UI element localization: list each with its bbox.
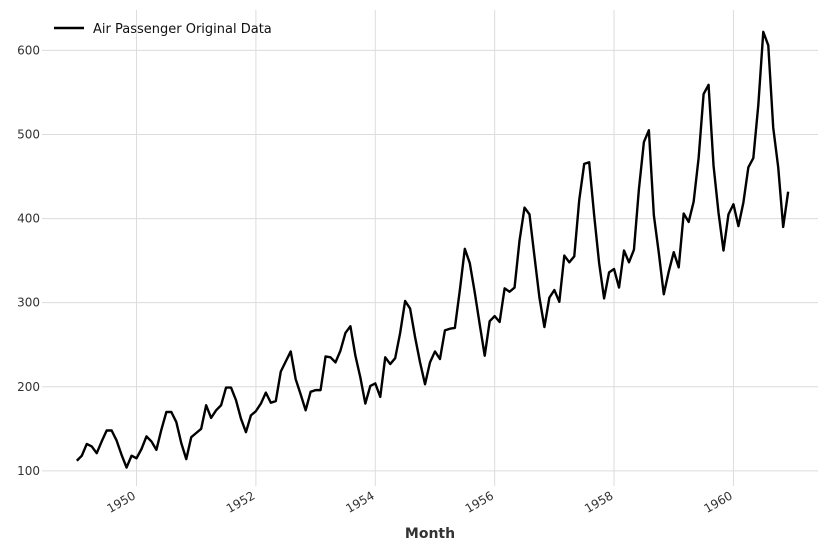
y-tick-label: 400	[17, 212, 40, 226]
y-axis-ticks: 100 200 300 400 500 600	[17, 43, 40, 477]
grid	[42, 10, 818, 486]
x-tick-label: 1952	[224, 488, 257, 515]
x-tick-label: 1958	[582, 488, 615, 515]
x-axis-ticks: 1950 1952 1954 1956 1958 1960	[105, 488, 735, 515]
legend: Air Passenger Original Data	[54, 22, 272, 37]
x-tick-label: 1950	[105, 488, 138, 515]
x-tick-label: 1960	[701, 488, 734, 515]
x-tick-label: 1954	[343, 488, 376, 515]
y-tick-label: 200	[17, 380, 40, 394]
y-tick-label: 500	[17, 127, 40, 141]
x-axis-title: Month	[405, 526, 455, 542]
y-tick-label: 100	[17, 464, 40, 478]
series-layer	[75, 30, 790, 469]
y-tick-label: 300	[17, 296, 40, 310]
legend-label: Air Passenger Original Data	[93, 22, 272, 37]
series-line	[75, 30, 790, 469]
y-tick-label: 600	[17, 43, 40, 57]
x-tick-label: 1956	[463, 488, 496, 515]
